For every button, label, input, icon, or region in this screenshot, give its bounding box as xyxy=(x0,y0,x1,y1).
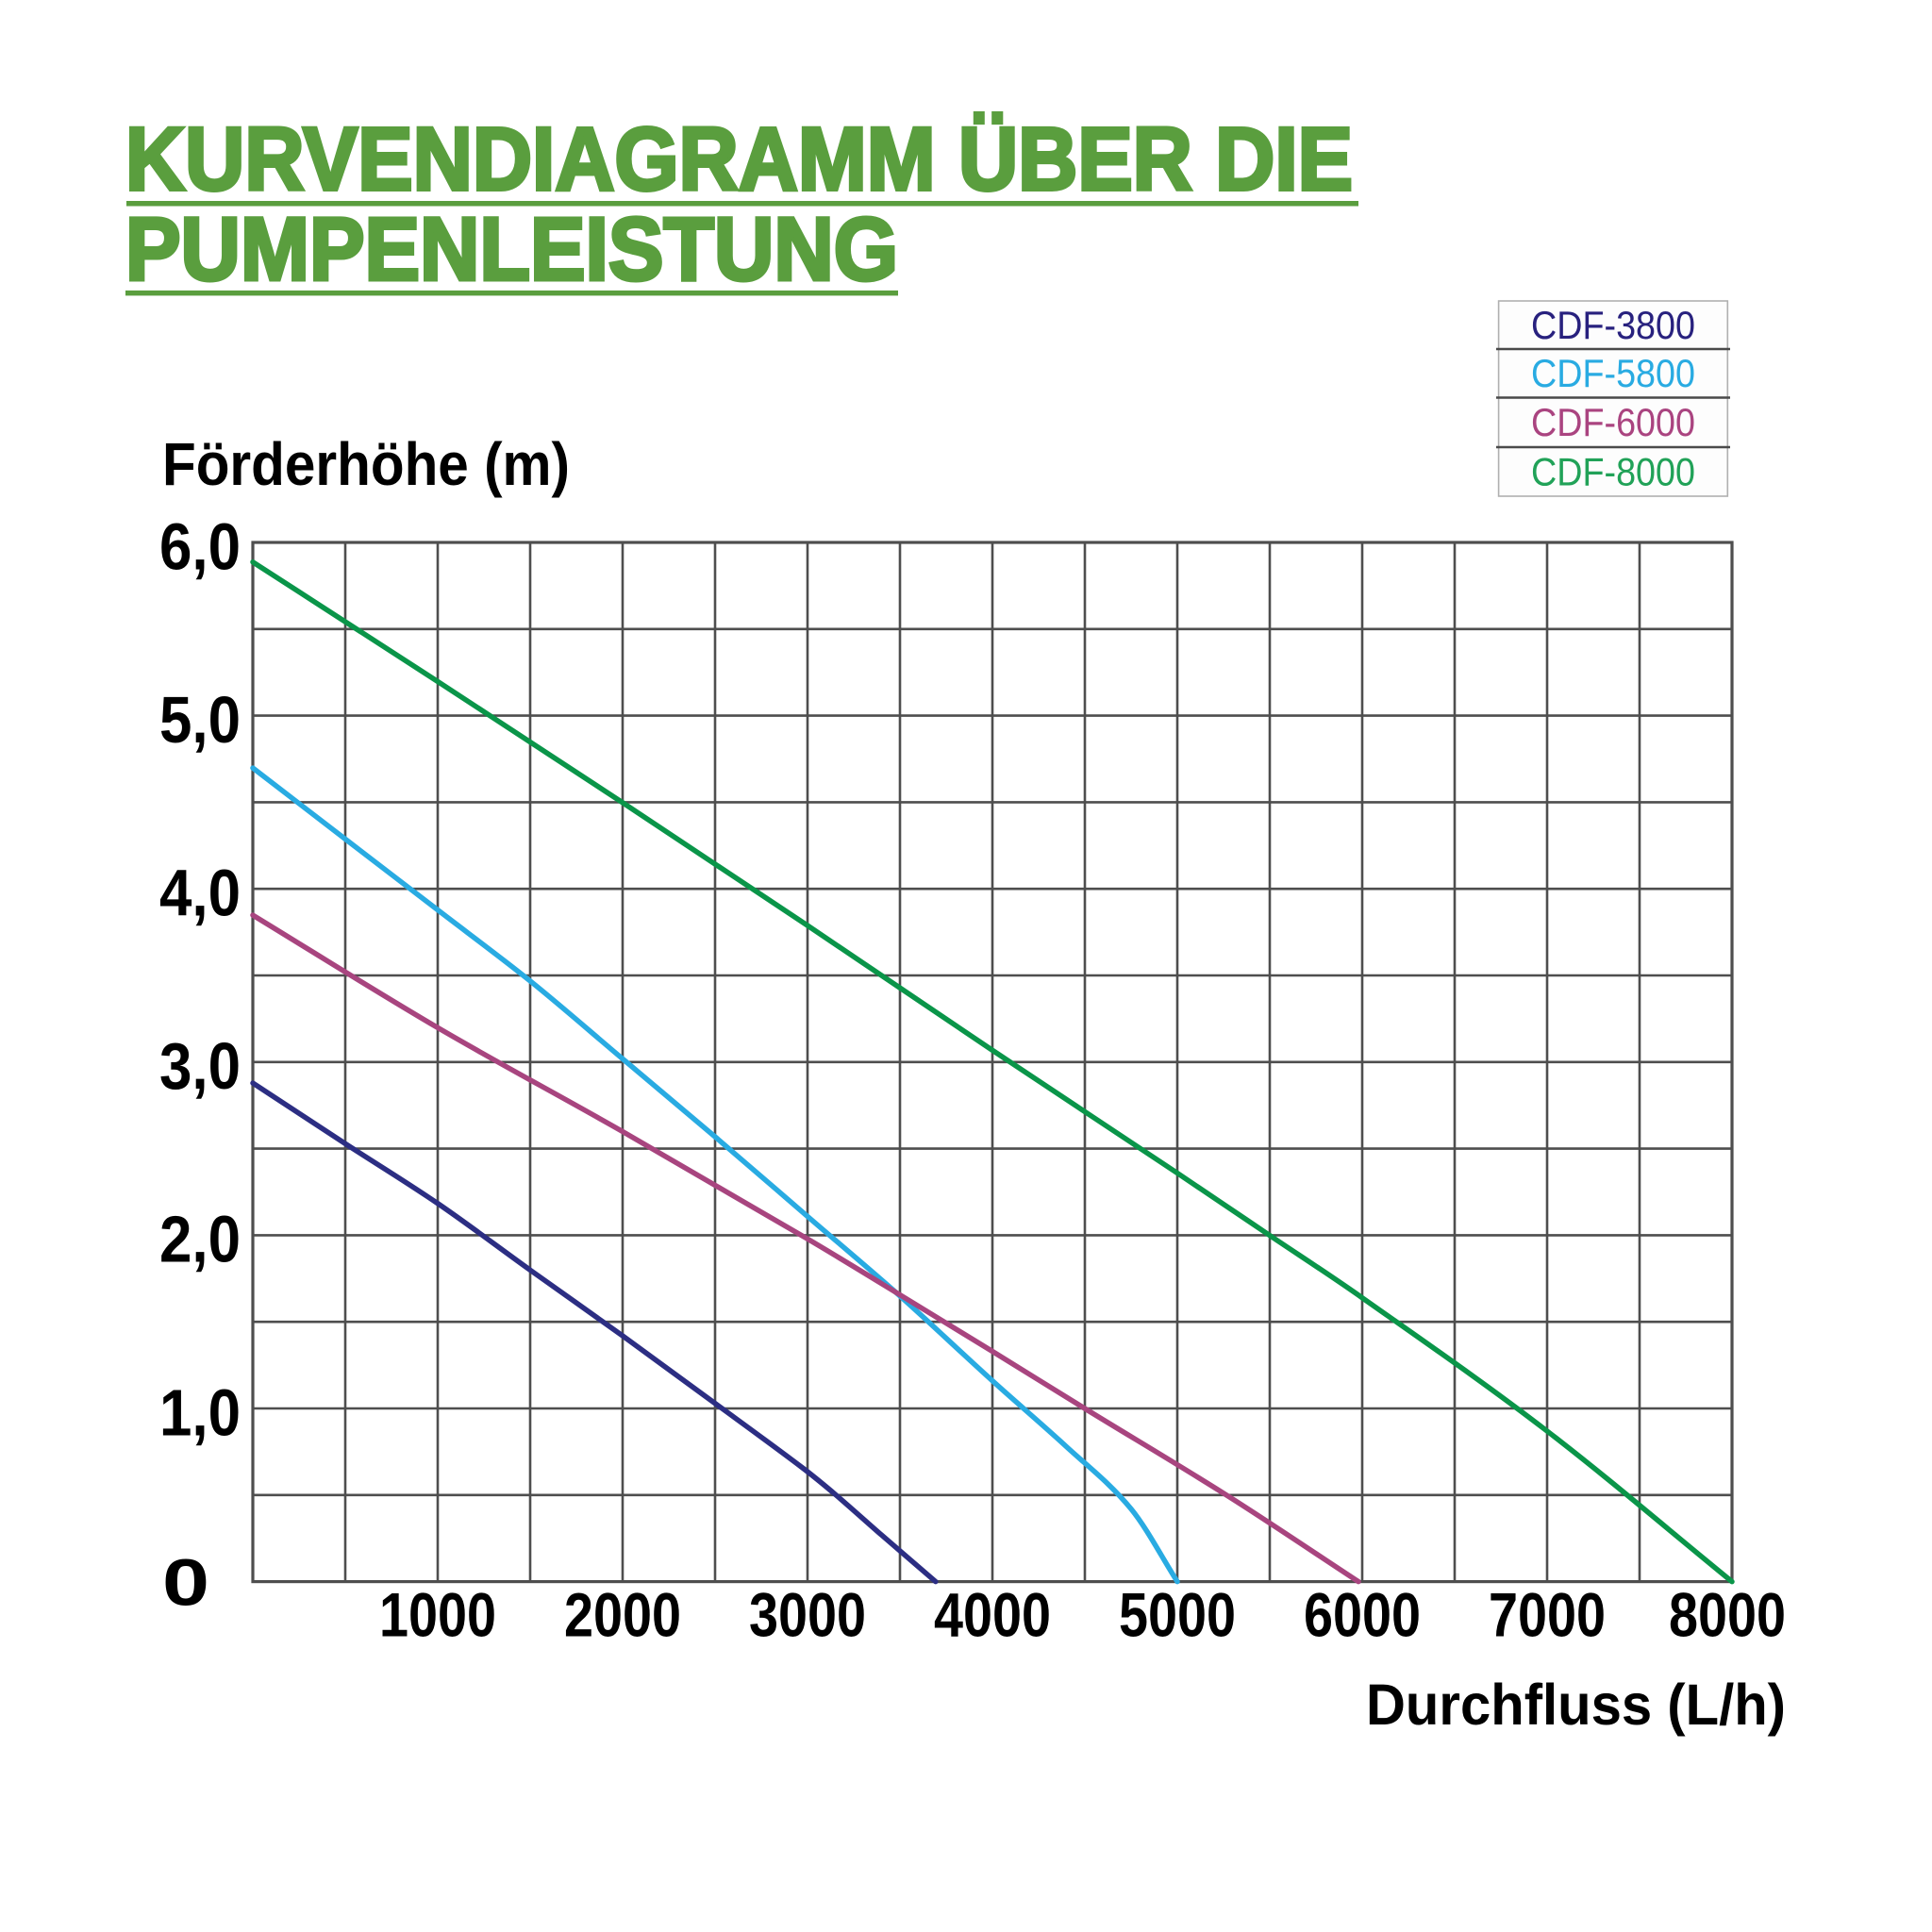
svg-text:CDF-5800: CDF-5800 xyxy=(1531,351,1695,395)
svg-text:5000: 5000 xyxy=(1119,1580,1236,1650)
svg-text:8000: 8000 xyxy=(1669,1580,1786,1650)
svg-text:CDF-6000: CDF-6000 xyxy=(1531,400,1695,444)
svg-text:2,0: 2,0 xyxy=(159,1203,241,1276)
svg-text:1,0: 1,0 xyxy=(159,1375,241,1449)
svg-text:CDF-8000: CDF-8000 xyxy=(1531,450,1695,494)
svg-text:3000: 3000 xyxy=(749,1580,866,1650)
svg-text:4000: 4000 xyxy=(934,1580,1051,1650)
svg-text:4,0: 4,0 xyxy=(159,857,241,930)
svg-text:7000: 7000 xyxy=(1489,1580,1606,1650)
svg-text:KURVENDIAGRAMM ÜBER DIE: KURVENDIAGRAMM ÜBER DIE xyxy=(125,109,1353,209)
svg-text:5,0: 5,0 xyxy=(159,683,241,757)
svg-text:0: 0 xyxy=(162,1546,209,1620)
svg-text:6,0: 6,0 xyxy=(159,510,241,584)
svg-text:Förderhöhe (m): Förderhöhe (m) xyxy=(162,430,570,498)
svg-text:1000: 1000 xyxy=(379,1580,496,1650)
svg-text:6000: 6000 xyxy=(1304,1580,1421,1650)
svg-text:3,0: 3,0 xyxy=(159,1029,241,1103)
svg-text:CDF-3800: CDF-3800 xyxy=(1531,303,1695,347)
svg-text:PUMPENLEISTUNG: PUMPENLEISTUNG xyxy=(125,200,898,300)
svg-text:Durchfluss (L/h): Durchfluss (L/h) xyxy=(1366,1673,1786,1737)
svg-text:2000: 2000 xyxy=(564,1580,681,1650)
